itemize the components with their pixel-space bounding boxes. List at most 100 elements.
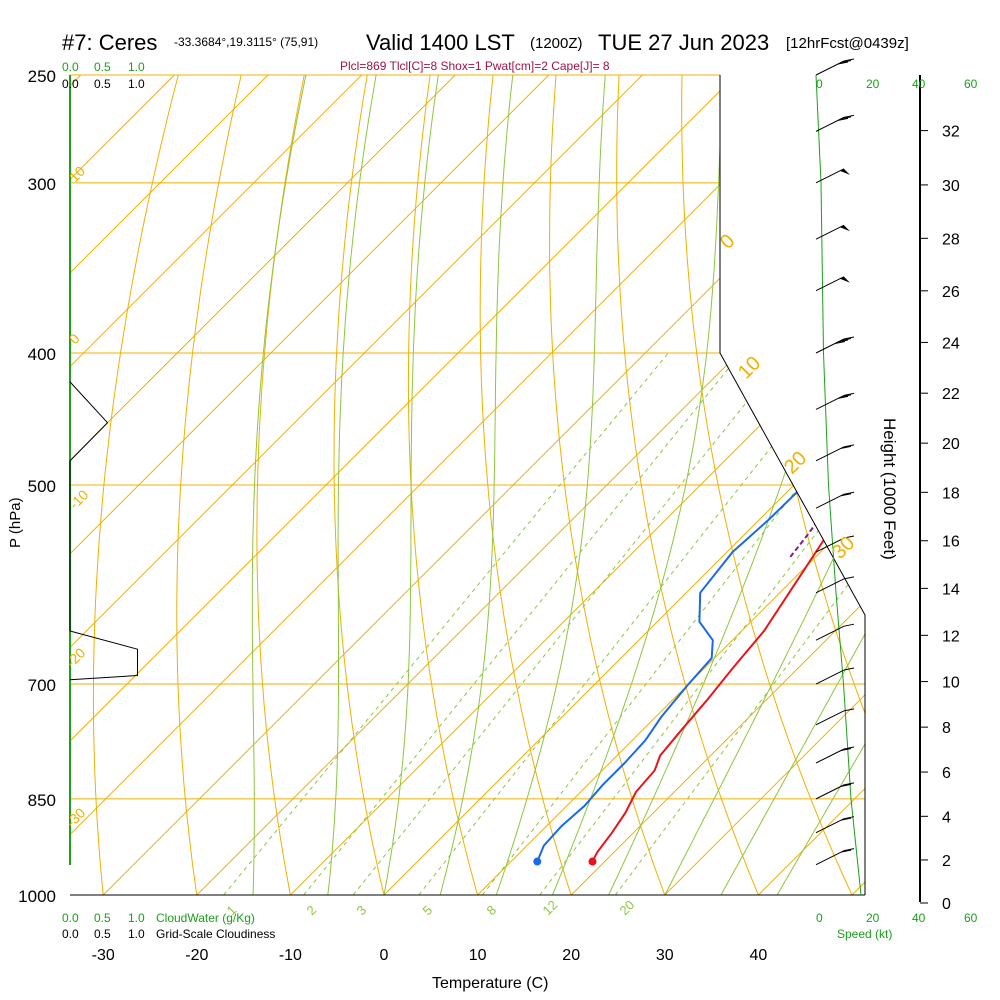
- mixing-ratio-label: 5: [420, 902, 436, 918]
- surface-temp-dot: [588, 857, 597, 866]
- mixing-ratio-label: 20: [617, 897, 638, 918]
- profiles: [533, 75, 865, 866]
- top-speed-tick: 20: [866, 77, 880, 91]
- x-tick-label: 10: [469, 947, 487, 964]
- x-tick-label: -30: [92, 947, 115, 964]
- wind-barb: [815, 746, 855, 764]
- station-coords: -33.3684°,19.3115° (75,91): [174, 35, 318, 49]
- wind-barb: [815, 114, 855, 132]
- height-tick-label: 30: [942, 178, 960, 195]
- x-tick-label: -10: [279, 947, 302, 964]
- top-cloudiness-tick: 1.0: [128, 77, 145, 91]
- wind-barb: [815, 444, 855, 462]
- isotherm-label: -30: [63, 804, 89, 830]
- surface-dewpoint-dot: [533, 857, 542, 866]
- mixing-ratio-line: [539, 352, 865, 895]
- forecast-info: [12hrFcst@0439z]: [786, 35, 909, 52]
- wind-barb: [815, 848, 855, 866]
- top-cloudiness-tick: 0.0: [62, 77, 79, 91]
- parcel-line: [789, 507, 828, 558]
- x-axis-title: Temperature (C): [432, 975, 548, 992]
- y-axis-title: P (hPa): [7, 497, 24, 548]
- dry-adiabat: [176, 75, 242, 895]
- wind-barb: [815, 623, 855, 641]
- dry-adiabat: [549, 75, 666, 895]
- mixing-ratio-label: 3: [354, 902, 370, 918]
- dry-adiabat: [479, 75, 572, 895]
- height-tick-label: 24: [942, 335, 960, 352]
- mixing-ratio-line: [223, 352, 669, 895]
- height-axis-title: Height (1000 Feet): [880, 418, 899, 560]
- axes: [69, 58, 928, 904]
- frame-right: [719, 75, 866, 895]
- wind-barb: [815, 168, 850, 184]
- wind-barb: [815, 708, 855, 726]
- height-tick-label: 20: [942, 436, 960, 453]
- x-tick-label: 30: [656, 947, 674, 964]
- dry-adiabat: [807, 75, 865, 895]
- dewpoint-line: [536, 75, 865, 862]
- top-speed-tick: 60: [964, 77, 978, 91]
- dry-adiabat: [616, 75, 759, 895]
- height-tick-label: 26: [942, 284, 960, 301]
- dry-adiabat: [407, 75, 479, 895]
- mixing-ratio-line: [352, 352, 787, 895]
- bottom-cloudiness-tick: 0.5: [94, 927, 111, 941]
- wind-barb: [815, 576, 855, 594]
- dry-adiabat: [681, 75, 853, 895]
- height-tick-label: 16: [942, 534, 960, 551]
- moist-adiabat: [664, 75, 865, 895]
- isotherm: [758, 75, 865, 895]
- top-speed-tick: 40: [912, 77, 926, 91]
- isotherm: [70, 75, 269, 895]
- height-tick-label: 8: [942, 720, 951, 737]
- bottom-speed-tick: 60: [964, 911, 978, 925]
- moist-adiabat: [720, 75, 865, 895]
- station-title: #7: Ceres: [62, 30, 157, 55]
- pressure-tick-label: 250: [28, 67, 56, 86]
- cloudiness-line: [69, 381, 138, 681]
- pressure-tick-label: 850: [28, 791, 56, 810]
- moist-adiabat: [251, 75, 307, 895]
- wind-barb: [815, 491, 855, 509]
- height-tick-label: 28: [942, 231, 960, 248]
- moist-adiabat: [383, 75, 439, 895]
- wind-barb: [815, 782, 855, 800]
- pressure-tick-label: 400: [28, 345, 56, 364]
- x-tick-label: 40: [750, 947, 768, 964]
- mixing-ratio-line: [614, 352, 865, 895]
- zulu-time: (1200Z): [530, 35, 583, 52]
- speed-label: Speed (kt): [837, 927, 892, 941]
- height-tick-label: 18: [942, 485, 960, 502]
- isotherm-label: 10: [734, 352, 765, 383]
- valid-time: Valid 1400 LST: [366, 30, 515, 55]
- mixing-ratio-label: 8: [484, 902, 500, 918]
- bottom-cloudiness-tick: 1.0: [128, 927, 145, 941]
- top-cloudiness-tick: 0.5: [94, 77, 111, 91]
- height-tick-label: 14: [942, 581, 960, 598]
- wind-barb: [815, 58, 855, 76]
- dry-adiabat: [92, 75, 179, 895]
- height-tick-label: 0: [942, 896, 951, 913]
- bottom-cloudiness-tick: 0.0: [62, 927, 79, 941]
- dry-adiabat: [333, 75, 385, 895]
- isotherm: [70, 75, 362, 895]
- x-tick-label: 0: [380, 947, 389, 964]
- height-tick-label: 12: [942, 628, 960, 645]
- bottom-speed-tick: 40: [912, 911, 926, 925]
- bottom-cloudwater-tick: 1.0: [128, 911, 145, 925]
- height-tick-label: 32: [942, 124, 960, 141]
- wind-barb: [815, 224, 850, 240]
- height-tick-label: 2: [942, 853, 951, 870]
- top-cloudwater-tick: 0.0: [62, 60, 79, 74]
- isotherm: [70, 75, 456, 895]
- isotherm-label: 0: [716, 230, 739, 253]
- moist-adiabat: [439, 75, 514, 895]
- isotherm-label: -20: [63, 644, 89, 670]
- cloudiness-label: Grid-Scale Cloudiness: [156, 927, 275, 941]
- wind-barb: [815, 392, 855, 410]
- isotherm: [664, 75, 865, 895]
- pressure-tick-label: 300: [28, 175, 56, 194]
